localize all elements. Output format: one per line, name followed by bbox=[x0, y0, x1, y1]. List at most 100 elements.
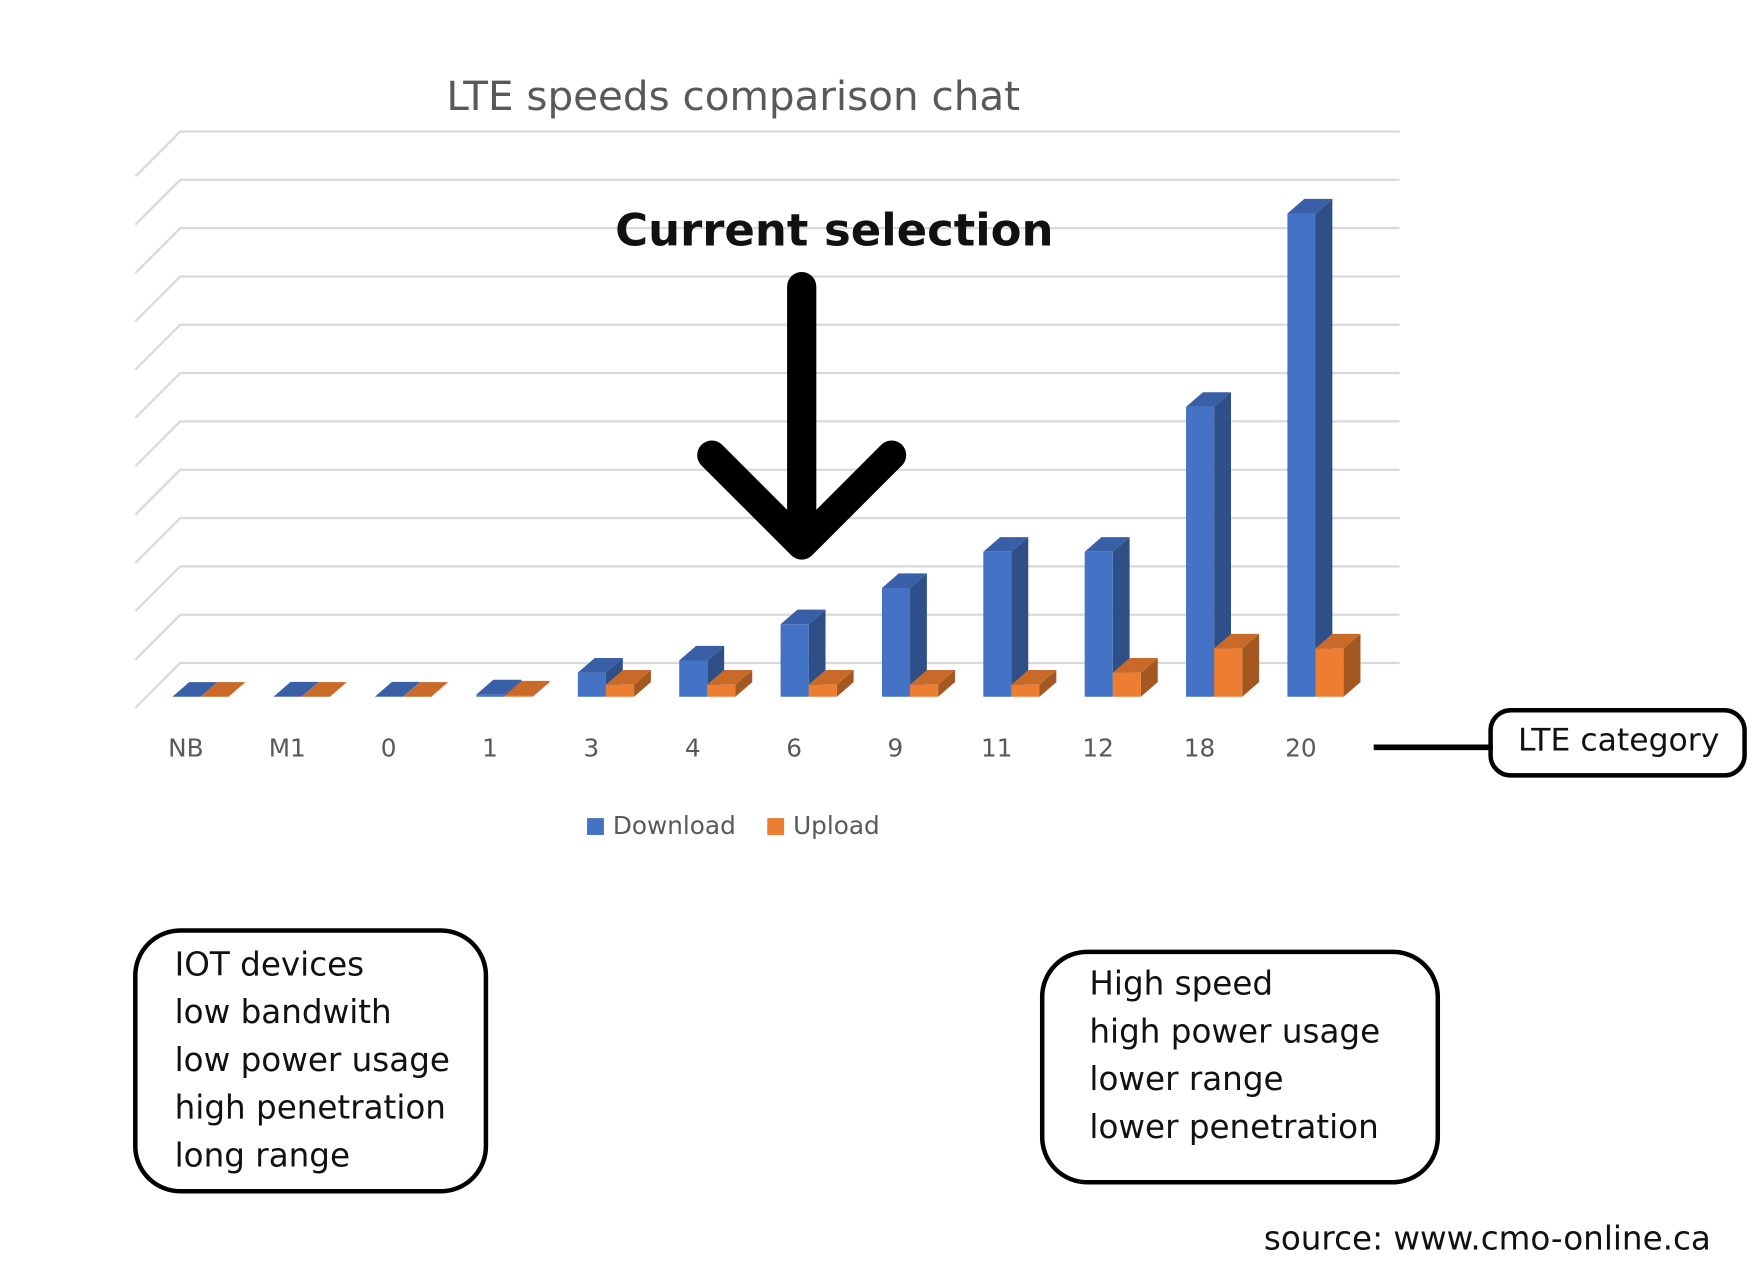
box-line: high penetration bbox=[175, 1089, 446, 1127]
bar bbox=[1287, 213, 1316, 697]
bar bbox=[808, 684, 837, 697]
arrow bbox=[697, 271, 907, 560]
bar bbox=[504, 695, 533, 697]
bar-side bbox=[634, 670, 651, 697]
legend-label: Upload bbox=[793, 811, 880, 840]
box-line: low power usage bbox=[175, 1041, 450, 1079]
grid bbox=[134, 130, 1400, 709]
bar-top bbox=[1011, 670, 1057, 685]
x-tick-label: 18 bbox=[1184, 734, 1215, 763]
bar-side bbox=[1214, 392, 1231, 697]
box-line: lower range bbox=[1089, 1060, 1283, 1098]
annotation: Current selection bbox=[615, 204, 1053, 257]
bar-side bbox=[1242, 633, 1260, 697]
box-line: low bandwith bbox=[175, 993, 392, 1031]
x-tick-label: 3 bbox=[583, 734, 599, 763]
bar-side bbox=[1039, 670, 1057, 697]
bar bbox=[707, 684, 736, 697]
box-line: lower penetration bbox=[1089, 1108, 1378, 1146]
bar-top bbox=[983, 537, 1029, 552]
legend-swatch bbox=[767, 818, 785, 835]
x-tick-label: 11 bbox=[981, 734, 1012, 763]
grid-line bbox=[134, 371, 1400, 419]
box-line: High speed bbox=[1089, 965, 1273, 1003]
bar-top bbox=[679, 645, 725, 661]
x-axis-label: LTE category bbox=[1518, 723, 1719, 759]
grid-line bbox=[134, 275, 1400, 323]
bar-top bbox=[504, 680, 550, 696]
source: source: www.cmo-online.ca bbox=[1264, 1220, 1711, 1258]
grid-line bbox=[134, 468, 1400, 516]
bar-top bbox=[403, 682, 449, 697]
box-line: long range bbox=[175, 1137, 350, 1175]
grid-line bbox=[134, 323, 1400, 371]
bar-top bbox=[200, 682, 246, 697]
bar-side bbox=[1315, 198, 1333, 697]
bar-top bbox=[1315, 633, 1361, 649]
bar bbox=[1084, 551, 1113, 697]
bar-side bbox=[1140, 657, 1158, 697]
x-tick-label: NB bbox=[168, 734, 203, 763]
bar-side bbox=[403, 681, 421, 697]
grid-line bbox=[134, 130, 1400, 178]
x-tick-label: 4 bbox=[685, 734, 701, 763]
bar-top bbox=[301, 682, 347, 697]
bar bbox=[910, 684, 939, 697]
right-box bbox=[1039, 949, 1441, 1185]
bar bbox=[1214, 648, 1243, 697]
left-box bbox=[133, 928, 489, 1194]
bar bbox=[476, 694, 505, 697]
x-tick-label: 1 bbox=[482, 734, 498, 763]
bar-side bbox=[1112, 537, 1130, 697]
bar bbox=[1011, 684, 1040, 697]
x-tick-label: M1 bbox=[269, 734, 306, 763]
bar-top bbox=[1112, 657, 1158, 673]
box-line: IOT devices bbox=[175, 945, 364, 983]
bar-top bbox=[172, 682, 218, 697]
legend-label: Download bbox=[613, 811, 736, 840]
bar bbox=[1186, 406, 1215, 697]
bar-top bbox=[910, 670, 955, 685]
bar bbox=[881, 588, 911, 697]
grid-line bbox=[134, 420, 1400, 468]
bar-top bbox=[1084, 537, 1130, 552]
bar bbox=[780, 624, 809, 697]
bar bbox=[605, 684, 635, 697]
bar bbox=[1112, 672, 1141, 697]
bar-side bbox=[1011, 537, 1029, 697]
bar-side bbox=[836, 670, 854, 697]
bar-top bbox=[577, 657, 623, 673]
bar-top bbox=[1186, 392, 1231, 407]
legend: Download Upload bbox=[587, 811, 880, 840]
bar-side bbox=[910, 573, 927, 697]
bar-top bbox=[1214, 633, 1260, 649]
bar-top bbox=[808, 670, 854, 685]
x-tick-label: 20 bbox=[1285, 734, 1316, 763]
x-tick-label: 9 bbox=[888, 734, 904, 763]
bar-side bbox=[1343, 633, 1361, 697]
bars bbox=[172, 198, 1361, 697]
bar-side bbox=[938, 670, 955, 697]
bar-top bbox=[707, 670, 753, 685]
bar-top bbox=[780, 609, 826, 625]
bar-top bbox=[1287, 198, 1333, 214]
label-box bbox=[1488, 707, 1747, 778]
x-tick-label: 6 bbox=[786, 734, 802, 763]
bar-top bbox=[273, 681, 319, 697]
x-tick-label: 0 bbox=[381, 734, 397, 763]
bar-top bbox=[881, 573, 927, 589]
chart-title: LTE speeds comparison chat bbox=[446, 72, 1020, 120]
legend-swatch bbox=[587, 818, 604, 835]
bar-top bbox=[605, 670, 651, 685]
bar-side bbox=[301, 681, 319, 697]
grid-line bbox=[134, 178, 1400, 226]
x-tick-label: 12 bbox=[1082, 734, 1113, 763]
bar bbox=[1315, 648, 1344, 697]
bar-side bbox=[735, 670, 753, 697]
bar bbox=[577, 672, 606, 697]
bar bbox=[679, 660, 708, 697]
bar bbox=[983, 551, 1012, 697]
box-line: high power usage bbox=[1089, 1012, 1380, 1050]
grid-line bbox=[134, 227, 1400, 274]
